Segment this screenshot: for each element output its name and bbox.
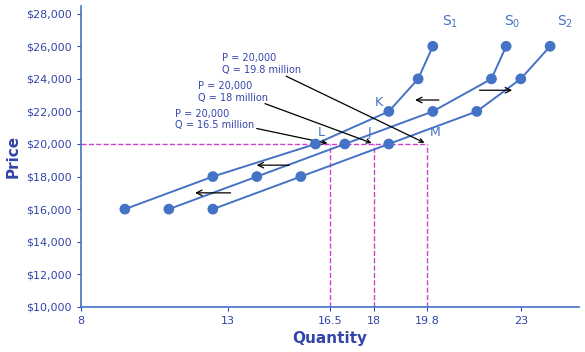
Point: [120, 206, 129, 212]
Point: [487, 76, 496, 82]
Text: S$_1$: S$_1$: [442, 14, 459, 30]
Point: [516, 76, 525, 82]
Text: L: L: [317, 126, 324, 139]
Point: [414, 76, 423, 82]
Point: [340, 141, 349, 147]
Point: [428, 109, 438, 114]
Point: [311, 141, 320, 147]
Text: S$_0$: S$_0$: [504, 14, 520, 30]
Text: P = 20,000
Q = 19.8 million: P = 20,000 Q = 19.8 million: [222, 54, 423, 142]
Text: J: J: [367, 126, 371, 139]
Point: [501, 43, 511, 49]
Point: [208, 206, 218, 212]
Text: S$_2$: S$_2$: [557, 14, 573, 30]
Point: [428, 43, 438, 49]
Point: [164, 206, 174, 212]
Point: [252, 174, 261, 180]
Point: [384, 141, 394, 147]
Point: [296, 174, 305, 180]
Point: [545, 43, 555, 49]
Point: [208, 174, 218, 180]
Point: [384, 109, 394, 114]
Y-axis label: Price: Price: [5, 135, 20, 178]
Point: [472, 109, 481, 114]
X-axis label: Quantity: Quantity: [292, 332, 367, 346]
Text: K: K: [375, 96, 383, 109]
Text: M: M: [430, 126, 441, 139]
Text: P = 20,000
Q = 18 million: P = 20,000 Q = 18 million: [198, 81, 370, 143]
Text: P = 20,000
Q = 16.5 million: P = 20,000 Q = 16.5 million: [175, 109, 326, 144]
